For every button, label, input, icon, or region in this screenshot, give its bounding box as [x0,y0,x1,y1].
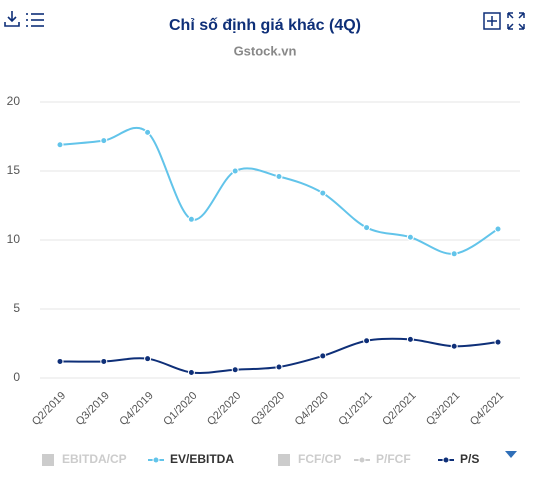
legend-label[interactable]: EBITDA/CP [62,452,127,466]
expand-icon[interactable] [507,12,525,30]
data-point [144,355,152,363]
data-point [406,233,414,241]
legend-pager[interactable] [505,451,517,458]
data-point [231,366,239,374]
y-tick-label: 0 [13,370,20,384]
y-tick-label: 15 [7,163,21,177]
data-point [494,338,502,346]
legend-label[interactable]: P/S [460,452,479,466]
x-tick-label: Q2/2019 [30,390,68,428]
data-point [56,357,64,365]
y-tick-label: 20 [7,94,21,108]
data-point [319,189,327,197]
legend-symbol [278,454,290,466]
data-point [275,173,283,181]
data-point [275,363,283,371]
data-point [187,368,195,376]
download-icon[interactable] [4,11,20,27]
add-icon[interactable] [483,12,501,30]
x-tick-label: Q4/2020 [293,390,331,428]
legend-label[interactable]: EV/EBITDA [170,452,234,466]
data-point [363,224,371,232]
legend-symbol [442,456,450,464]
x-tick-label: Q2/2021 [380,390,418,428]
y-tick-label: 10 [7,232,21,246]
legend-symbol [358,456,366,464]
data-point [363,337,371,345]
x-tick-label: Q1/2021 [336,390,374,428]
data-point [187,215,195,223]
menu-icon[interactable] [26,13,44,27]
x-tick-label: Q4/2021 [468,390,506,428]
data-point [450,342,458,350]
x-tick-label: Q3/2021 [424,390,462,428]
x-tick-label: Q1/2020 [161,390,199,428]
legend-label[interactable]: FCF/CP [298,452,341,466]
chart-subtitle: Gstock.vn [234,43,297,58]
data-point [56,141,64,149]
series-line [59,126,499,255]
legend-label[interactable]: P/FCF [376,452,411,466]
chart-title: Chỉ số định giá khác (4Q) [169,17,361,34]
y-tick-label: 5 [13,301,20,315]
data-point [406,335,414,343]
data-point [144,128,152,136]
data-point [100,357,108,365]
data-point [231,167,239,175]
data-point [319,352,327,360]
legend-symbol [42,454,54,466]
legend-symbol [152,456,160,464]
data-point [100,137,108,145]
x-tick-label: Q3/2019 [74,390,112,428]
data-point [494,225,502,233]
x-tick-label: Q4/2019 [117,390,155,428]
data-point [450,250,458,258]
x-tick-label: Q3/2020 [249,390,287,428]
x-tick-label: Q2/2020 [205,390,243,428]
